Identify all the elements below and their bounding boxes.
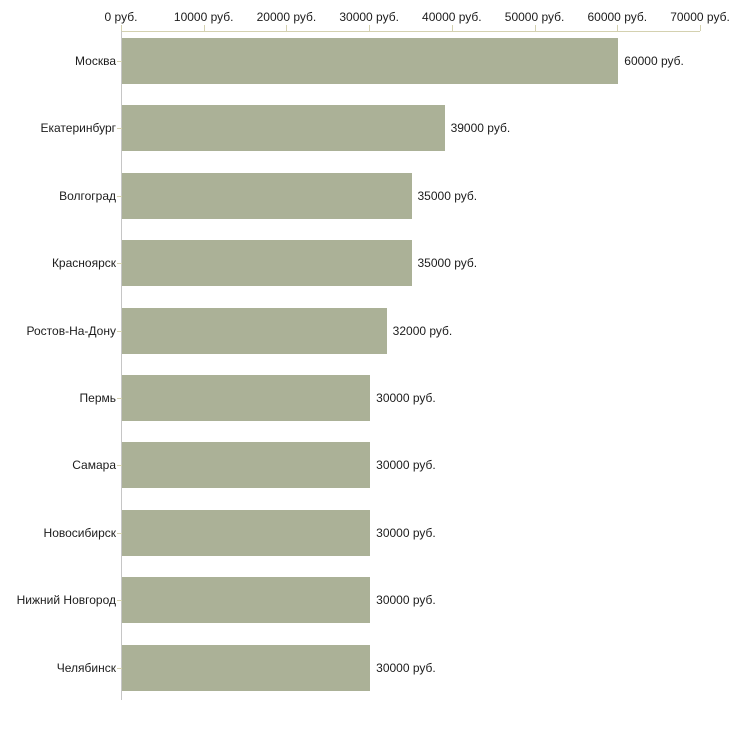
bar (122, 38, 619, 84)
y-axis-line (121, 31, 122, 700)
x-axis-tick (617, 25, 619, 31)
category-tick (117, 195, 122, 197)
category-label: Ростов-На-Дону (26, 323, 116, 338)
x-axis-tick-label: 0 руб. (104, 10, 138, 24)
x-axis-tick (369, 25, 371, 31)
x-axis-tick-label: 70000 руб. (670, 10, 730, 24)
bar (122, 509, 371, 556)
value-label: 30000 руб. (376, 391, 436, 405)
bar (122, 644, 371, 691)
category-label: Челябинск (56, 660, 116, 675)
category-label: Екатеринбург (40, 121, 117, 136)
value-label: 30000 руб. (376, 660, 436, 675)
bar (122, 105, 445, 152)
category-label: Самара (72, 458, 116, 473)
category-tick (117, 600, 122, 602)
value-label: 32000 руб. (392, 323, 453, 338)
category-label: Нижний Новгород (16, 593, 116, 608)
x-axis-tick-label: 50000 руб. (504, 10, 565, 24)
x-axis-line (121, 31, 700, 32)
x-axis-tick-label: 10000 руб. (173, 10, 234, 24)
bar (122, 240, 412, 287)
x-axis-tick (286, 25, 288, 31)
value-label: 30000 руб. (376, 458, 436, 473)
value-label: 39000 руб. (450, 121, 511, 136)
bar (122, 442, 371, 489)
value-label: 60000 руб. (624, 54, 684, 68)
x-axis-tick-label: 60000 руб. (587, 10, 648, 24)
category-label: Волгоград (59, 188, 116, 203)
category-tick (117, 465, 122, 467)
bar (122, 375, 371, 421)
category-label: Москва (75, 54, 116, 68)
x-axis-tick-label: 30000 руб. (339, 10, 399, 24)
value-label: 30000 руб. (376, 593, 436, 608)
bar (122, 577, 371, 624)
category-label: Новосибирск (43, 525, 116, 540)
category-label: Пермь (79, 391, 116, 405)
bar (122, 307, 387, 354)
category-tick (117, 61, 122, 62)
x-axis-tick (203, 25, 205, 31)
value-label: 30000 руб. (376, 525, 436, 540)
x-axis-tick-label: 20000 руб. (256, 10, 317, 24)
category-tick (117, 532, 122, 534)
x-axis-tick (700, 25, 701, 31)
x-axis-tick (451, 25, 453, 31)
category-label: Красноярск (51, 256, 116, 271)
x-axis-tick (534, 25, 536, 31)
category-tick (117, 128, 122, 130)
value-label: 35000 руб. (417, 188, 478, 203)
x-axis-tick (121, 25, 122, 31)
x-axis-tick-label: 40000 руб. (422, 10, 482, 24)
category-tick (117, 263, 122, 265)
category-tick (117, 330, 122, 332)
bar (122, 172, 412, 219)
value-label: 35000 руб. (417, 256, 478, 271)
category-tick (117, 667, 122, 669)
category-tick (117, 398, 122, 399)
